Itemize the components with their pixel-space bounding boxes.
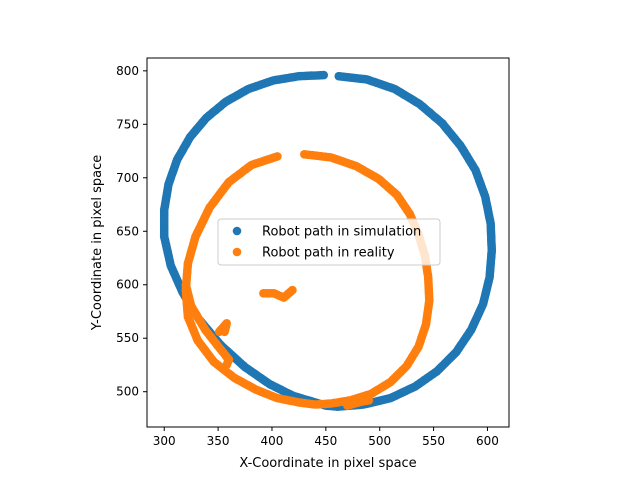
y-tick-label: 800 — [116, 64, 139, 78]
legend-box — [217, 218, 441, 266]
x-axis: 300 350 400 450 500 550 600 — [153, 427, 499, 448]
y-tick-label: 650 — [116, 224, 139, 238]
legend-marker — [232, 247, 242, 257]
y-tick-label: 500 — [116, 385, 139, 399]
series-2 — [181, 150, 434, 410]
x-tick-label: 550 — [422, 434, 445, 448]
x-tick-label: 300 — [153, 434, 176, 448]
data-point — [288, 285, 297, 295]
legend-label: Robot path in simulation — [262, 225, 421, 240]
data-point — [222, 360, 231, 370]
y-tick-label: 600 — [116, 278, 139, 292]
x-axis-label: X-Coordinate in pixel space — [239, 456, 416, 471]
y-tick-label: 550 — [116, 331, 139, 345]
plot-frame — [146, 57, 510, 428]
legend-label: Robot path in reality — [262, 246, 395, 261]
y-tick-label: 700 — [116, 171, 139, 185]
x-tick-label: 600 — [476, 434, 499, 448]
y-tick-label: 750 — [116, 117, 139, 131]
y-axis: 500 550 600 650 700 750 800 — [116, 64, 147, 399]
legend-marker — [232, 226, 242, 236]
x-tick-label: 500 — [368, 434, 391, 448]
x-tick-label: 350 — [207, 434, 230, 448]
data-point — [364, 396, 374, 405]
points-layer — [159, 70, 497, 412]
data-point — [319, 70, 329, 80]
y-axis-label: Y-Coordinate in pixel space — [90, 155, 105, 332]
data-point — [220, 327, 229, 337]
data-point — [273, 152, 282, 161]
x-tick-label: 400 — [261, 434, 284, 448]
legend: Robot path in simulation Robot path in re… — [217, 218, 441, 266]
x-tick-label: 450 — [314, 434, 337, 448]
